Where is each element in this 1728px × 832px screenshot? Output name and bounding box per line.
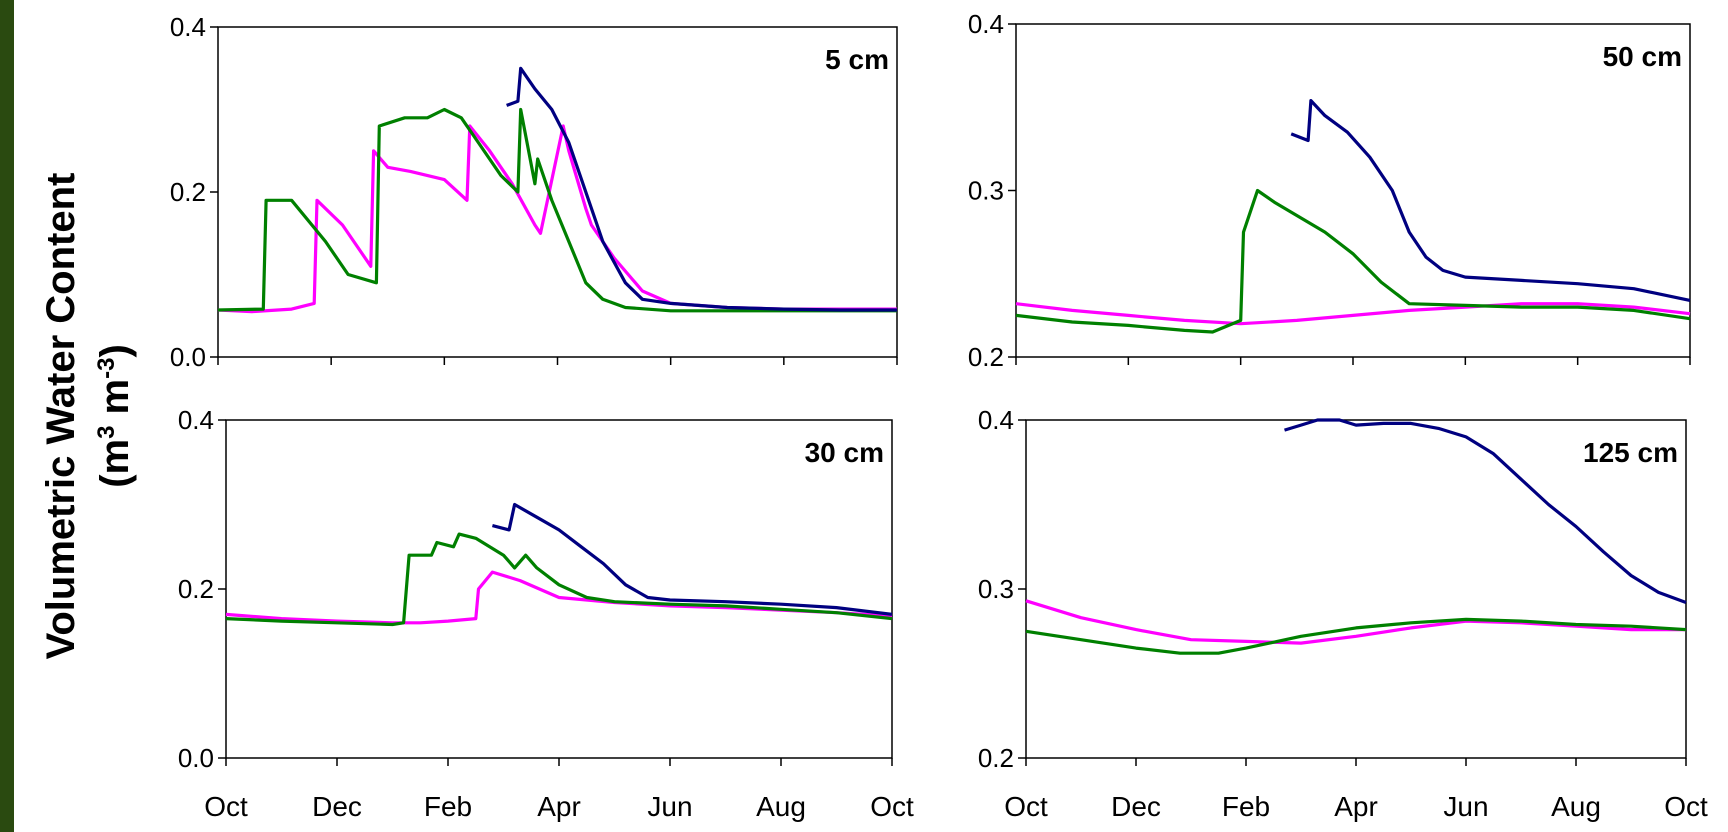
chart-3-axes-frame xyxy=(1025,419,1687,759)
chart-2: 0.0 0.2 0.4 Oct Dec Feb Apr Jun Aug Oct 30 cm xyxy=(178,405,914,822)
chart-3: 0.2 0.3 0.4 Oct Dec Feb Apr Jun Aug Oct 125 cm xyxy=(978,405,1708,822)
chart-1-ytick-label: 0.2 xyxy=(968,342,1004,372)
chart-2-xtick-label: Apr xyxy=(537,791,581,822)
chart-3-ytick-label: 0.2 xyxy=(978,743,1014,773)
chart-3-title: 125 cm xyxy=(1583,437,1678,468)
chart-2-title: 30 cm xyxy=(805,437,884,468)
chart-1-series-2-line xyxy=(1290,98,1691,302)
chart-0-ytick-label: 0.4 xyxy=(170,12,206,42)
chart-3-series-2-line xyxy=(1284,418,1687,605)
chart-2-xtick-label: Aug xyxy=(756,791,806,822)
chart-2-xtick-label: Oct xyxy=(204,791,248,822)
chart-2-xtick-label: Dec xyxy=(312,791,362,822)
figure-panel xyxy=(14,0,1728,832)
chart-2-ytick-label: 0.2 xyxy=(178,574,214,604)
chart-3-xtick-label: Dec xyxy=(1111,791,1161,822)
chart-3-series-0-line xyxy=(1025,599,1686,645)
chart-2-axes-frame xyxy=(225,419,893,759)
chart-1-series-1-line xyxy=(1015,188,1691,334)
chart-2-xtick-label: Jun xyxy=(647,791,692,822)
chart-0-series-0-line xyxy=(217,124,897,314)
chart-3-ytick-label: 0.4 xyxy=(978,405,1014,435)
chart-3-xtick-label: Feb xyxy=(1222,791,1270,822)
chart-2-xtick-label: Oct xyxy=(870,791,914,822)
chart-2-ytick-label: 0.0 xyxy=(178,743,214,773)
chart-1: 0.2 0.3 0.4 50 cm xyxy=(968,9,1691,372)
chart-3-ytick-label: 0.3 xyxy=(978,574,1014,604)
chart-3-xtick-label: Oct xyxy=(1664,791,1708,822)
chart-0-series-1-line xyxy=(217,107,897,313)
chart-2-xtick-label: Feb xyxy=(424,791,472,822)
chart-3-xtick-label: Jun xyxy=(1443,791,1488,822)
chart-1-ytick-label: 0.4 xyxy=(968,9,1004,39)
chart-3-xtick-label: Apr xyxy=(1334,791,1378,822)
chart-0-title: 5 cm xyxy=(825,44,889,75)
chart-2-series-1-line xyxy=(225,532,893,627)
chart-2-series-2-line xyxy=(492,502,893,616)
chart-0-ytick-label: 0.0 xyxy=(170,342,206,372)
chart-3-series-1-line xyxy=(1025,617,1687,655)
chart-2-series-0-line xyxy=(225,570,893,625)
chart-1-series-0-line xyxy=(1015,302,1691,326)
chart-2-ytick-label: 0.4 xyxy=(178,405,214,435)
chart-0-series-2-line xyxy=(506,66,897,312)
chart-1-title: 50 cm xyxy=(1603,41,1682,72)
chart-3-xtick-label: Aug xyxy=(1551,791,1601,822)
chart-3-xtick-label: Oct xyxy=(1004,791,1048,822)
chart-0-ytick-label: 0.2 xyxy=(170,177,206,207)
chart-1-ytick-label: 0.3 xyxy=(968,176,1004,206)
chart-0: 0.0 0.2 0.4 5 cm xyxy=(170,12,898,372)
